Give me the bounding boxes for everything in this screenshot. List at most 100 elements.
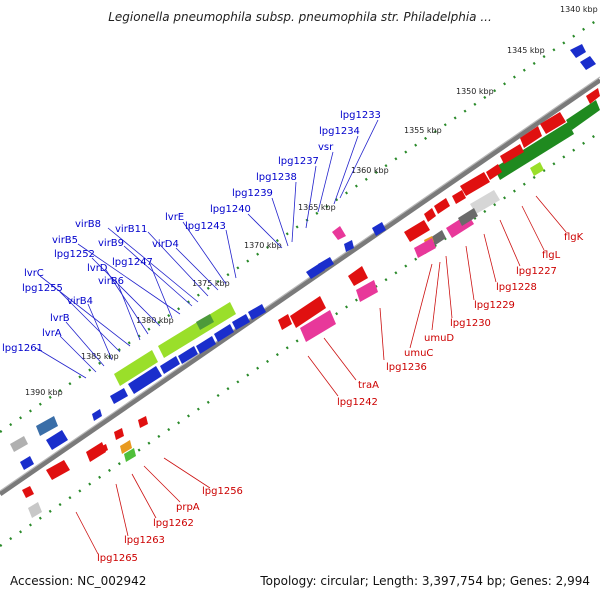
gene-feature[interactable] xyxy=(460,172,490,196)
gene-feature[interactable] xyxy=(158,302,236,358)
gene-feature[interactable] xyxy=(22,486,34,498)
gene-label[interactable]: virB5 xyxy=(52,235,78,246)
gene-feature[interactable] xyxy=(232,314,250,330)
kbp-tick-label: 1390 kbp xyxy=(25,388,63,397)
gene-feature[interactable] xyxy=(110,388,128,404)
gene-feature[interactable] xyxy=(196,314,214,330)
gene-feature[interactable] xyxy=(580,56,596,70)
gene-label[interactable]: flgL xyxy=(542,250,561,261)
reverse-label-leaders xyxy=(75,195,567,555)
gene-feature[interactable] xyxy=(98,444,108,454)
gene-label[interactable]: lpg1261 xyxy=(2,343,43,354)
gene-feature[interactable] xyxy=(278,314,292,330)
gene-feature[interactable] xyxy=(46,430,68,450)
gene-feature[interactable] xyxy=(348,266,368,286)
kbp-tick-label: 1365 kbp xyxy=(298,203,336,212)
gene-label[interactable]: lpg1240 xyxy=(210,204,251,215)
gene-label[interactable]: flgK xyxy=(564,232,584,243)
gene-feature[interactable] xyxy=(424,208,436,222)
gene-label[interactable]: lpg1239 xyxy=(232,188,273,199)
gene-label[interactable]: lpg1228 xyxy=(496,282,537,293)
kbp-tick-label: 1375 kbp xyxy=(192,279,230,288)
gene-feature[interactable] xyxy=(530,162,544,176)
gene-label[interactable]: virB4 xyxy=(67,296,93,307)
gene-label[interactable]: lvrA xyxy=(42,328,62,339)
gene-label[interactable]: lvrE xyxy=(165,212,184,223)
gene-label[interactable]: lpg1256 xyxy=(202,486,243,497)
gene-label[interactable]: umuD xyxy=(424,333,454,344)
gene-feature[interactable] xyxy=(160,356,180,374)
gene-feature[interactable] xyxy=(452,190,466,204)
gene-feature[interactable] xyxy=(214,324,234,342)
gene-feature[interactable] xyxy=(120,440,132,454)
gene-label[interactable]: virB6 xyxy=(98,276,124,287)
gene-feature[interactable] xyxy=(318,257,334,271)
gene-label[interactable]: virB9 xyxy=(98,238,124,249)
gene-feature[interactable] xyxy=(414,238,436,258)
gene-feature[interactable] xyxy=(124,448,136,462)
gene-feature[interactable] xyxy=(178,346,198,364)
gene-label[interactable]: lpg1229 xyxy=(474,300,515,311)
gene-label[interactable]: lvrD xyxy=(87,263,108,274)
gene-feature[interactable] xyxy=(92,409,102,421)
gene-feature[interactable] xyxy=(114,350,158,386)
gene-feature[interactable] xyxy=(114,428,124,440)
gene-feature[interactable] xyxy=(586,88,600,104)
gene-feature[interactable] xyxy=(404,220,430,242)
gene-feature[interactable] xyxy=(470,190,500,214)
gene-label[interactable]: lpg1255 xyxy=(22,283,63,294)
gene-feature[interactable] xyxy=(500,144,524,164)
gene-feature[interactable] xyxy=(28,502,42,518)
reverse-strand-genes xyxy=(22,88,600,518)
gene-feature[interactable] xyxy=(372,222,386,236)
gene-label[interactable]: virB8 xyxy=(75,219,101,230)
gene-label[interactable]: virB11 xyxy=(115,224,147,235)
gene-feature[interactable] xyxy=(540,112,566,134)
gene-label[interactable]: lpg1262 xyxy=(153,518,194,529)
kbp-tick-label: 1355 kbp xyxy=(404,126,442,135)
gene-label[interactable]: lpg1243 xyxy=(185,221,226,232)
gene-feature[interactable] xyxy=(356,280,378,302)
gene-feature[interactable] xyxy=(434,198,450,214)
gene-label[interactable]: lpg1252 xyxy=(54,249,95,260)
gene-label[interactable]: lpg1237 xyxy=(278,156,319,167)
gene-feature[interactable] xyxy=(248,304,266,320)
gene-feature[interactable] xyxy=(332,226,346,240)
gene-label[interactable]: lvrC xyxy=(24,268,44,279)
gene-label[interactable]: lpg1265 xyxy=(97,553,138,564)
outer-tick-track xyxy=(0,17,600,433)
gene-feature[interactable] xyxy=(36,416,58,436)
gene-feature[interactable] xyxy=(458,208,478,226)
gene-label[interactable]: lpg1234 xyxy=(319,126,360,137)
gene-feature[interactable] xyxy=(300,310,336,342)
gene-label[interactable]: prpA xyxy=(176,502,200,513)
gene-label[interactable]: lpg1263 xyxy=(124,535,165,546)
gene-label[interactable]: lpg1233 xyxy=(340,110,381,121)
gene-feature[interactable] xyxy=(128,366,162,394)
gene-label[interactable]: lpg1236 xyxy=(386,362,427,373)
gene-label[interactable]: lvrB xyxy=(50,313,70,324)
gene-feature[interactable] xyxy=(46,460,70,480)
forward-label-leaders xyxy=(35,119,379,379)
gene-feature[interactable] xyxy=(570,44,586,58)
inner-tick-track xyxy=(0,131,600,547)
gene-label[interactable]: traA xyxy=(358,380,379,391)
gene-label[interactable]: virD4 xyxy=(152,239,179,250)
gene-feature[interactable] xyxy=(290,296,326,328)
gene-feature[interactable] xyxy=(138,416,148,428)
gene-feature[interactable] xyxy=(494,122,574,180)
gene-label[interactable]: lpg1247 xyxy=(112,257,153,268)
gene-label[interactable]: umuC xyxy=(404,348,433,359)
gene-label[interactable]: vsr xyxy=(318,142,334,153)
gene-feature[interactable] xyxy=(196,336,216,354)
gene-feature[interactable] xyxy=(20,456,34,470)
gene-feature[interactable] xyxy=(10,436,28,452)
gene-feature[interactable] xyxy=(520,126,542,148)
gene-feature[interactable] xyxy=(566,100,600,130)
gene-feature[interactable] xyxy=(344,240,354,252)
gene-label[interactable]: lpg1238 xyxy=(256,172,297,183)
gene-label[interactable]: lpg1227 xyxy=(516,266,557,277)
gene-label[interactable]: lpg1242 xyxy=(337,397,378,408)
gene-feature[interactable] xyxy=(486,164,502,180)
gene-label[interactable]: lpg1230 xyxy=(450,318,491,329)
